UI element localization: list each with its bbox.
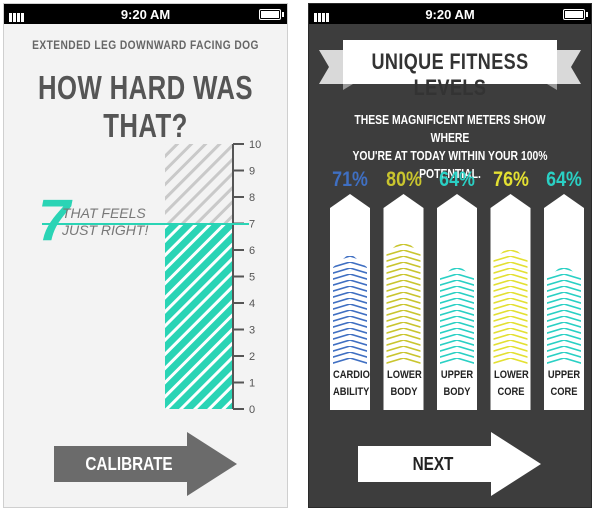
meter-percent: 64% — [439, 168, 475, 191]
meter-percent: 71% — [332, 168, 368, 191]
scale-tick-label: 6 — [249, 245, 255, 257]
title-ribbon — [319, 40, 581, 90]
meter-fill — [333, 253, 367, 364]
fitness-levels-screen: 9:20 AM UNIQUE FITNESS LEVELS THESE MAGN… — [308, 3, 592, 508]
rating-caption-line2: JUST RIGHT! — [62, 222, 149, 238]
meter-percent: 80% — [385, 168, 422, 191]
meter-label-line1: UPPER — [440, 369, 474, 381]
meter-label-line2: CORE — [496, 386, 525, 398]
scale-tick-label: 1 — [249, 378, 255, 390]
meter-label: LOWER CORE — [493, 367, 529, 401]
meter-label-line1: LOWER — [493, 369, 529, 381]
meter-label-line1: CARDIO — [333, 369, 370, 381]
selected-rating-caption: THAT FEELS JUST RIGHT! — [62, 205, 148, 239]
signal-icon — [9, 10, 25, 25]
calibrate-screen: 9:20 AM EXTENDED LEG DOWNWARD FACING DOG… — [3, 3, 288, 508]
battery-icon — [563, 9, 588, 20]
selected-rating-number: 7 — [38, 188, 71, 253]
exercise-title: EXTENDED LEG DOWNWARD FACING DOG — [32, 38, 259, 52]
fitness-meters — [330, 194, 584, 410]
status-time: 9:20 AM — [120, 7, 171, 22]
meter-label: LOWER BODY — [386, 367, 422, 401]
meter-label: UPPER CORE — [547, 367, 581, 401]
gauge-remaining-area — [165, 144, 233, 224]
signal-icon — [314, 10, 330, 25]
meters-subtitle: THESE MAGNIFICENT METERS SHOW WHERE YOU'… — [344, 111, 557, 183]
gauge-fill — [165, 224, 233, 409]
battery-icon — [259, 9, 284, 20]
meter-fill — [440, 264, 474, 364]
meter-label-line1: UPPER — [547, 369, 581, 381]
rating-caption-line1: THAT FEELS — [62, 205, 146, 221]
subtitle-line1: THESE MAGNIFICENT METERS SHOW WHERE — [354, 112, 546, 145]
scale-tick-label: 10 — [249, 139, 261, 151]
question-heading: HOW HARD WAS THAT? — [38, 69, 253, 144]
scale-tick-label: 0 — [249, 404, 255, 416]
meter-label-line2: BODY — [443, 386, 471, 398]
scale-tick-label: 3 — [249, 325, 255, 337]
calibrate-button[interactable]: CALIBRATE — [54, 432, 237, 496]
next-button[interactable]: NEXT — [358, 432, 541, 496]
scale-tick-label: 8 — [249, 192, 255, 204]
meter-label: UPPER BODY — [440, 367, 474, 401]
arrow-right-icon — [358, 432, 541, 496]
status-bar: 9:20 AM — [309, 4, 591, 24]
status-bar: 9:20 AM — [4, 4, 287, 24]
scale-tick-label: 2 — [249, 351, 255, 363]
next-button-label: NEXT — [412, 454, 454, 474]
banner-title: UNIQUE FITNESS LEVELS — [371, 49, 529, 100]
subtitle-line2: YOU'RE AT TODAY WITHIN YOUR 100% POTENTI… — [352, 148, 548, 181]
meter-label-line2: CORE — [550, 386, 578, 398]
meter-label: CARDIO ABILITY — [333, 367, 370, 401]
meter-fill — [493, 245, 528, 364]
meter-percent: 64% — [546, 168, 582, 191]
meter-label-line2: BODY — [389, 386, 418, 398]
meter-fill — [386, 239, 421, 364]
scale-tick-label: 5 — [249, 272, 255, 284]
meter-fill — [547, 264, 581, 364]
arrow-right-icon — [54, 432, 237, 496]
meter-label-line1: LOWER — [386, 369, 422, 381]
scale-tick-label: 4 — [249, 298, 255, 310]
scale-tick-label: 7 — [249, 219, 255, 231]
meter-label-line2: ABILITY — [333, 386, 370, 398]
scale-tick-label: 9 — [249, 166, 255, 178]
meter-percent: 76% — [492, 168, 529, 191]
status-time: 9:20 AM — [425, 7, 475, 22]
calibrate-button-label: CALIBRATE — [85, 454, 173, 474]
